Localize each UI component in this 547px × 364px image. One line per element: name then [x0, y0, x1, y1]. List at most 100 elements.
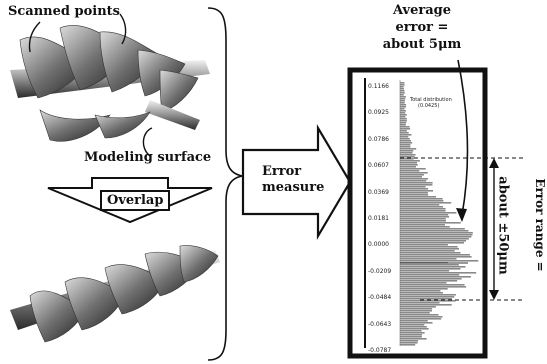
histogram-bar [400, 166, 416, 168]
histogram-bar [400, 82, 405, 84]
histogram-bar [400, 176, 422, 178]
histogram-bar [400, 172, 428, 174]
histogram-bar [400, 306, 436, 308]
histogram-bar [400, 92, 405, 94]
histogram-bar [400, 194, 429, 196]
histogram-bar [400, 108, 405, 110]
histogram-bar [400, 100, 405, 102]
bottom-screw-model [10, 245, 220, 343]
histogram-bar [400, 344, 416, 346]
histogram-bar [400, 324, 425, 326]
histogram-bar [400, 188, 429, 190]
histogram-bar [400, 240, 467, 242]
histogram-bar [400, 336, 422, 338]
histogram-bar [400, 338, 427, 340]
histogram-bar [400, 302, 440, 304]
histogram-bar [400, 342, 418, 344]
histogram-tick-label: 0.0181 [368, 215, 389, 222]
histogram-bar [400, 110, 406, 112]
histogram-bar [400, 280, 458, 282]
histogram-bar [400, 106, 406, 108]
histogram-bar [400, 168, 426, 170]
histogram-bar [400, 256, 472, 258]
histogram-bar [400, 232, 473, 234]
histogram-bar [400, 234, 473, 236]
average-error-line-3: about 5μm [382, 37, 462, 52]
histogram-bar [400, 266, 466, 268]
histogram-tick-label: 0.0369 [368, 188, 389, 196]
histogram-bar [400, 276, 471, 278]
error-range-arrow-head-down [489, 290, 499, 300]
histogram-bar [400, 170, 420, 172]
histogram-bar [400, 86, 404, 88]
histogram-bar [400, 274, 460, 276]
histogram-bar [400, 226, 450, 228]
histogram-bar [400, 102, 405, 104]
overlap-label: Overlap [100, 190, 171, 211]
histogram-bar [400, 148, 417, 150]
histogram-bar [400, 212, 457, 214]
histogram-bar [400, 144, 411, 146]
histogram-bar [400, 272, 477, 274]
histogram-bar [400, 142, 413, 144]
histogram-bar [400, 278, 462, 280]
histogram-tick-label: -0.0787 [368, 347, 392, 354]
histogram-bar [400, 98, 406, 100]
histogram-bar [400, 184, 433, 186]
histogram-bar [400, 320, 428, 322]
histogram-bar [400, 328, 429, 330]
histogram-tick-label: 0.0786 [368, 135, 389, 143]
modeling-surface-label: Modeling surface [84, 150, 212, 165]
histogram-bar [400, 128, 411, 130]
histogram-bar [400, 304, 452, 306]
histogram-bar [400, 214, 449, 216]
histogram-bar [400, 112, 406, 114]
histogram-bar [400, 152, 413, 154]
histogram-bar [400, 220, 446, 222]
histogram-bar [400, 114, 407, 116]
histogram-bar [400, 120, 407, 122]
histogram-bar [400, 292, 443, 294]
histogram-bar [400, 216, 450, 218]
error-measure-label: Error measure [262, 164, 324, 196]
histogram-bar [400, 284, 465, 286]
histogram-bar [400, 126, 410, 128]
histogram-bar [400, 300, 456, 302]
histogram-bar [400, 198, 443, 200]
modeling-surface-leader [142, 127, 153, 157]
histogram-bar [400, 264, 459, 266]
histogram-bar [400, 190, 433, 192]
histogram-bar [400, 330, 422, 332]
histogram-bar [400, 228, 465, 230]
histogram-bar [400, 250, 455, 252]
histogram-bar [400, 200, 444, 202]
histogram-bar [400, 154, 416, 156]
histogram-bar [400, 192, 428, 194]
histogram-bar [400, 134, 412, 136]
histogram-bar [400, 326, 427, 328]
histogram-bar [400, 332, 425, 334]
histogram-bar [400, 238, 469, 240]
histogram-bar [400, 186, 426, 188]
histogram-bar [400, 340, 419, 342]
error-measure-line-2: measure [262, 180, 325, 195]
histogram-bar [400, 210, 446, 212]
histogram-bar [400, 254, 470, 256]
histogram-bar [400, 260, 479, 262]
histogram-bar [400, 130, 407, 132]
histogram-tick-label: -0.0484 [368, 294, 392, 302]
error-measure-line-1: Error [262, 164, 302, 179]
histogram-bar [400, 334, 422, 336]
grouping-brace [207, 7, 243, 361]
histogram-bar [400, 244, 448, 246]
histogram-bar [400, 312, 430, 314]
histogram-bar [400, 298, 453, 300]
histogram-tick-label: 0.1166 [368, 83, 389, 90]
histogram-bar [400, 268, 461, 270]
histogram-bar [400, 258, 457, 260]
scanned-points-leader-2 [119, 13, 127, 45]
error-measure-arrow [241, 123, 352, 241]
histogram-bar [400, 90, 405, 92]
histogram-legend-value: (0.0425) [418, 103, 440, 109]
histogram-legend-title: Total distribution [410, 97, 452, 103]
